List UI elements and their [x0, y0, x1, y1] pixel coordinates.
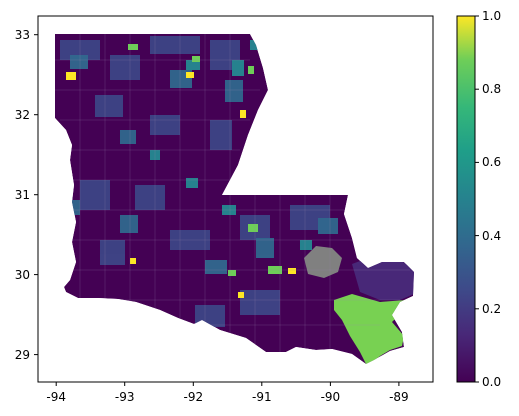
- x-tick-label: -89: [389, 390, 409, 404]
- y-tick-label: 30: [15, 268, 30, 282]
- map-tracts: [55, 34, 414, 364]
- y-axis: 29 30 31 32 33: [15, 28, 38, 362]
- colorbar-tick-label: 0.2: [482, 302, 501, 316]
- x-tick-label: -90: [321, 390, 341, 404]
- delta-tract: [334, 294, 406, 364]
- colorbar-gradient: [456, 15, 476, 383]
- eastern-marsh-tract: [352, 258, 414, 300]
- x-tick-label: -94: [46, 390, 66, 404]
- yellow-tracts: [66, 72, 296, 298]
- colorbar-tick-label: 0.8: [482, 82, 501, 96]
- x-axis: -94 -93 -92 -91 -90 -89: [46, 382, 409, 404]
- x-tick-label: -91: [252, 390, 272, 404]
- colorbar-tick-label: 1.0: [482, 9, 501, 23]
- y-tick-label: 31: [15, 188, 30, 202]
- x-tick-label: -92: [183, 390, 203, 404]
- y-tick-label: 32: [15, 108, 30, 122]
- colorbar: 0.0 0.2 0.4 0.6 0.8 1.0: [456, 9, 501, 389]
- y-tick-label: 29: [15, 348, 30, 362]
- colorbar-tick-label: 0.0: [482, 375, 501, 389]
- x-tick-label: -93: [115, 390, 135, 404]
- colorbar-tick-label: 0.6: [482, 155, 501, 169]
- y-tick-label: 33: [15, 28, 30, 42]
- colorbar-tick-label: 0.4: [482, 229, 501, 243]
